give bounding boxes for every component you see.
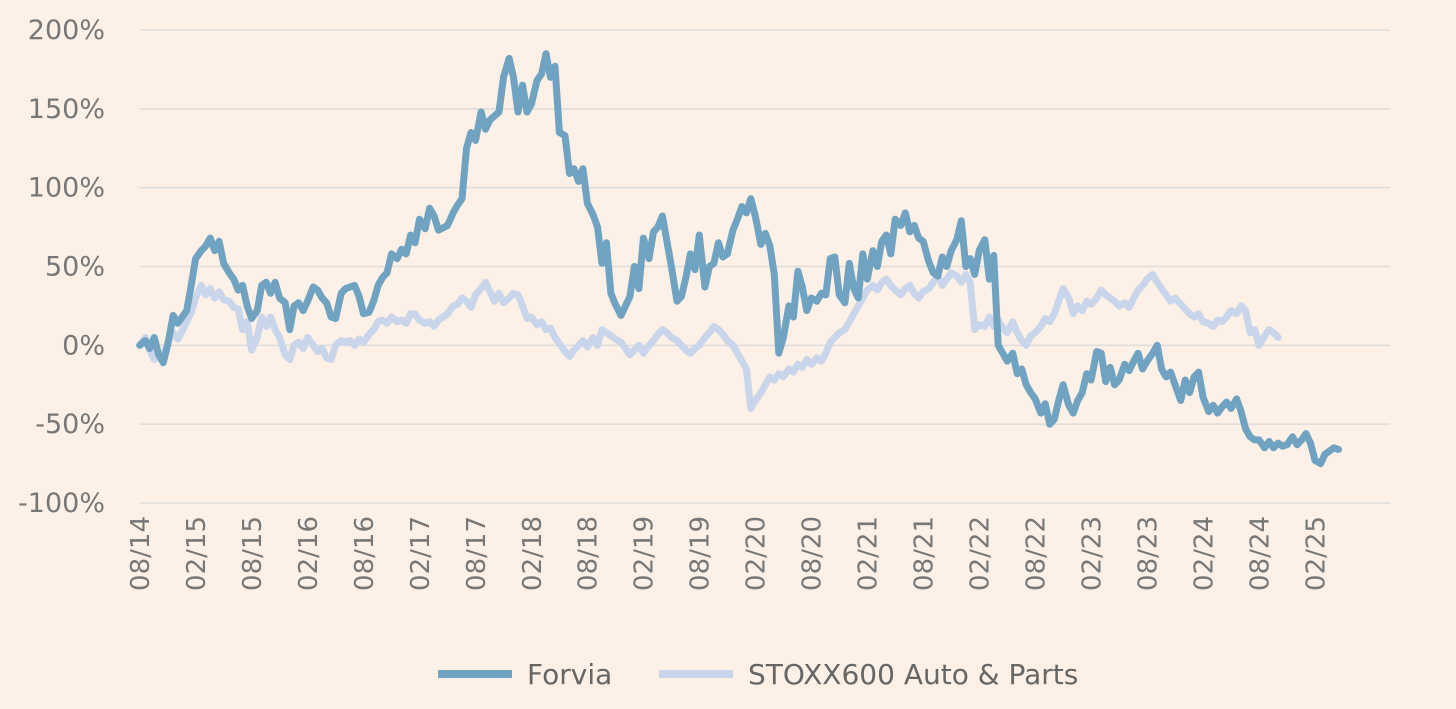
y-tick-label: -100% bbox=[18, 488, 105, 519]
x-tick-label: 08/22 bbox=[1021, 516, 1051, 591]
x-tick-label: 08/17 bbox=[462, 516, 492, 591]
x-tick-label: 02/23 bbox=[1077, 516, 1107, 591]
y-axis-tick-labels: 200% 150% 100% 50% 0% -50% -100% bbox=[18, 15, 105, 519]
x-tick-label: 08/24 bbox=[1245, 516, 1275, 591]
x-tick-label: 08/15 bbox=[238, 516, 268, 591]
y-tick-label: 50% bbox=[45, 252, 105, 283]
x-tick-label: 02/18 bbox=[518, 516, 548, 591]
y-tick-label: 200% bbox=[28, 15, 105, 46]
y-tick-label: -50% bbox=[35, 409, 105, 440]
legend: Forvia STOXX600 Auto & Parts bbox=[438, 658, 1078, 691]
series-line-stoxx600-auto-parts bbox=[136, 269, 1282, 412]
x-tick-label: 08/20 bbox=[798, 516, 828, 591]
x-tick-label: 02/22 bbox=[966, 516, 996, 591]
series-lines bbox=[136, 50, 1342, 468]
legend-item-forvia-label: Forvia bbox=[527, 658, 612, 691]
x-tick-label: 02/25 bbox=[1301, 516, 1331, 591]
series-line-forvia bbox=[136, 50, 1342, 468]
x-tick-label: 02/19 bbox=[630, 516, 660, 591]
y-tick-label: 150% bbox=[28, 94, 105, 125]
x-tick-label: 02/16 bbox=[294, 516, 324, 591]
y-tick-label: 0% bbox=[62, 330, 105, 361]
x-tick-label: 02/21 bbox=[854, 516, 884, 591]
x-tick-label: 02/24 bbox=[1189, 516, 1219, 591]
x-tick-label: 08/18 bbox=[574, 516, 604, 591]
x-tick-label: 02/15 bbox=[182, 516, 212, 591]
gridlines bbox=[140, 29, 1390, 504]
x-tick-label: 08/19 bbox=[686, 516, 716, 591]
y-tick-label: 100% bbox=[28, 173, 105, 204]
x-tick-label: 08/16 bbox=[350, 516, 380, 591]
x-axis-tick-labels: 08/14 02/15 08/15 02/16 08/16 02/17 08/17 02/18… bbox=[126, 516, 1331, 591]
x-tick-label: 08/14 bbox=[126, 516, 156, 591]
x-tick-label: 02/17 bbox=[406, 516, 436, 591]
x-tick-label: 02/20 bbox=[742, 516, 772, 591]
legend-item-stoxx600-auto-parts-label: STOXX600 Auto & Parts bbox=[748, 658, 1078, 691]
x-tick-label: 08/23 bbox=[1133, 516, 1163, 591]
x-tick-label: 08/21 bbox=[910, 516, 940, 591]
